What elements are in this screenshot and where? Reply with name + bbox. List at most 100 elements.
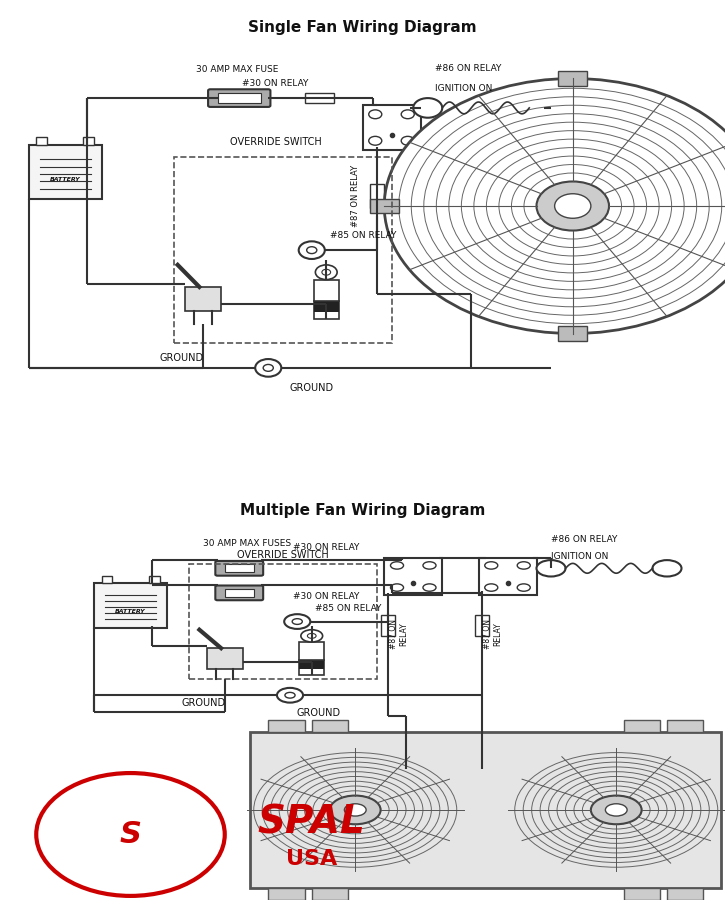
Bar <box>312 887 348 900</box>
Circle shape <box>423 562 436 569</box>
Text: Single Fan Wiring Diagram: Single Fan Wiring Diagram <box>248 20 477 34</box>
Text: #86 ON RELAY: #86 ON RELAY <box>435 64 502 73</box>
Circle shape <box>536 560 566 577</box>
Bar <box>94 582 167 627</box>
Circle shape <box>517 562 530 569</box>
Circle shape <box>299 241 325 259</box>
Circle shape <box>369 110 382 119</box>
Bar <box>558 326 587 341</box>
Text: Multiple Fan Wiring Diagram: Multiple Fan Wiring Diagram <box>240 503 485 517</box>
Circle shape <box>284 614 310 629</box>
Bar <box>362 105 420 149</box>
Bar <box>624 720 660 732</box>
Circle shape <box>255 359 281 377</box>
Text: USA: USA <box>286 849 337 869</box>
Bar <box>36 138 47 145</box>
Circle shape <box>413 98 442 118</box>
Text: OVERRIDE SWITCH: OVERRIDE SWITCH <box>237 550 328 560</box>
Circle shape <box>285 692 295 698</box>
Text: #30 ON RELAY: #30 ON RELAY <box>242 79 309 88</box>
Bar <box>384 558 442 595</box>
FancyBboxPatch shape <box>208 89 270 107</box>
Bar <box>268 887 304 900</box>
Circle shape <box>369 137 382 145</box>
Circle shape <box>401 137 414 145</box>
Circle shape <box>401 110 414 119</box>
Bar <box>185 287 221 311</box>
Circle shape <box>384 78 725 334</box>
Bar <box>299 660 324 675</box>
Bar <box>29 145 102 199</box>
Bar <box>225 564 254 572</box>
Bar <box>225 589 254 597</box>
Text: BATTERY: BATTERY <box>50 176 80 182</box>
Bar <box>299 642 324 660</box>
Circle shape <box>485 584 498 591</box>
Circle shape <box>529 98 558 118</box>
Bar <box>667 720 703 732</box>
Text: #87 ON
RELAY: #87 ON RELAY <box>484 619 502 649</box>
Text: #87 ON RELAY: #87 ON RELAY <box>351 165 360 228</box>
Bar <box>313 302 339 319</box>
Bar <box>667 887 703 900</box>
Text: OVERRIDE SWITCH: OVERRIDE SWITCH <box>230 137 321 147</box>
Circle shape <box>591 796 642 824</box>
Bar <box>313 302 339 311</box>
Text: GROUND: GROUND <box>160 353 204 363</box>
Text: #87 ON
RELAY: #87 ON RELAY <box>389 619 408 649</box>
Circle shape <box>307 634 316 638</box>
Bar <box>313 280 339 302</box>
Bar <box>370 184 384 209</box>
Bar <box>381 616 395 636</box>
Text: 30 AMP MAX FUSES: 30 AMP MAX FUSES <box>203 539 291 548</box>
Circle shape <box>555 194 591 219</box>
Circle shape <box>263 364 273 372</box>
Text: GROUND: GROUND <box>297 707 341 717</box>
Bar <box>102 577 112 582</box>
Text: GROUND: GROUND <box>181 698 225 708</box>
Bar <box>478 558 536 595</box>
Circle shape <box>315 265 337 280</box>
FancyBboxPatch shape <box>215 586 263 600</box>
Text: IGNITION ON: IGNITION ON <box>551 552 608 561</box>
Circle shape <box>423 584 436 591</box>
Bar <box>149 577 160 582</box>
Circle shape <box>344 804 366 816</box>
Bar <box>624 887 660 900</box>
Circle shape <box>485 562 498 569</box>
Text: #30 ON RELAY: #30 ON RELAY <box>293 592 360 601</box>
Text: #30 ON RELAY: #30 ON RELAY <box>293 544 360 553</box>
Bar <box>207 648 243 669</box>
Bar <box>218 94 261 103</box>
Bar <box>174 157 392 344</box>
Circle shape <box>292 618 302 625</box>
Bar <box>558 71 587 86</box>
Text: #85 ON RELAY: #85 ON RELAY <box>315 605 382 614</box>
Text: IGNITION ON: IGNITION ON <box>435 84 492 93</box>
Bar <box>304 94 334 103</box>
Circle shape <box>322 269 331 275</box>
Bar <box>188 564 377 679</box>
Text: SPAL: SPAL <box>258 803 365 842</box>
Circle shape <box>391 562 404 569</box>
Circle shape <box>652 560 682 577</box>
Bar <box>268 720 304 732</box>
Bar <box>370 199 399 213</box>
Text: BATTERY: BATTERY <box>115 608 146 614</box>
Bar <box>83 138 94 145</box>
Circle shape <box>517 584 530 591</box>
Circle shape <box>307 247 317 254</box>
Text: #86 ON RELAY: #86 ON RELAY <box>551 536 618 544</box>
FancyBboxPatch shape <box>215 561 263 576</box>
Bar <box>250 732 721 887</box>
Circle shape <box>605 804 627 816</box>
Circle shape <box>330 796 381 824</box>
Ellipse shape <box>36 773 225 896</box>
Circle shape <box>301 630 323 642</box>
Bar <box>299 660 324 669</box>
Circle shape <box>536 182 609 230</box>
Bar <box>312 720 348 732</box>
Text: 30 AMP MAX FUSE: 30 AMP MAX FUSE <box>196 65 278 74</box>
Bar <box>475 616 489 636</box>
Circle shape <box>277 688 303 703</box>
